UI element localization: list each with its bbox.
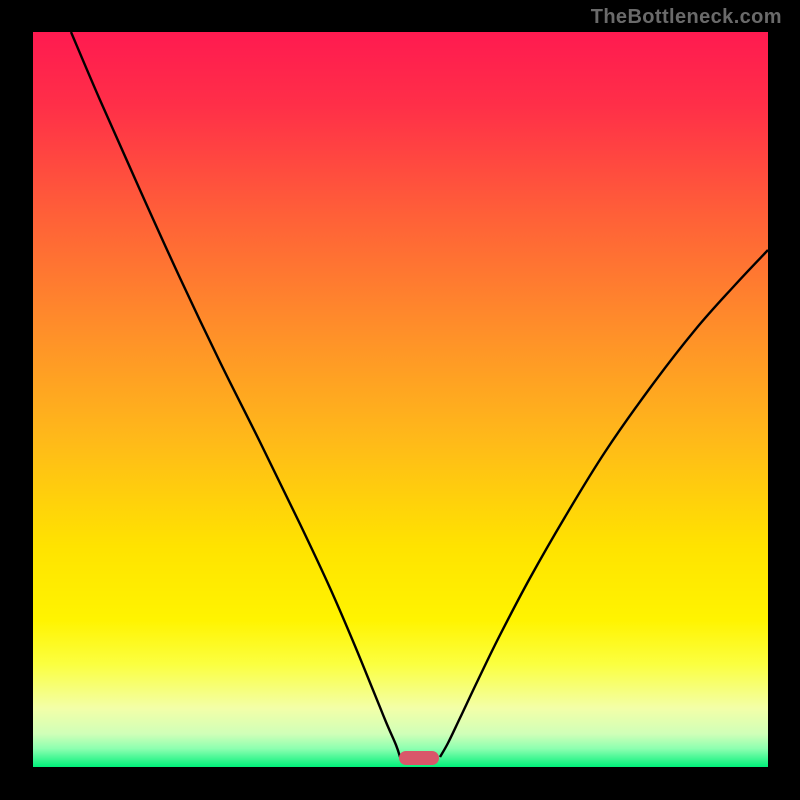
chart-container: TheBottleneck.com — [0, 0, 800, 800]
bottleneck-chart — [0, 0, 800, 800]
watermark-text: TheBottleneck.com — [591, 6, 782, 29]
valley-marker — [399, 751, 439, 765]
